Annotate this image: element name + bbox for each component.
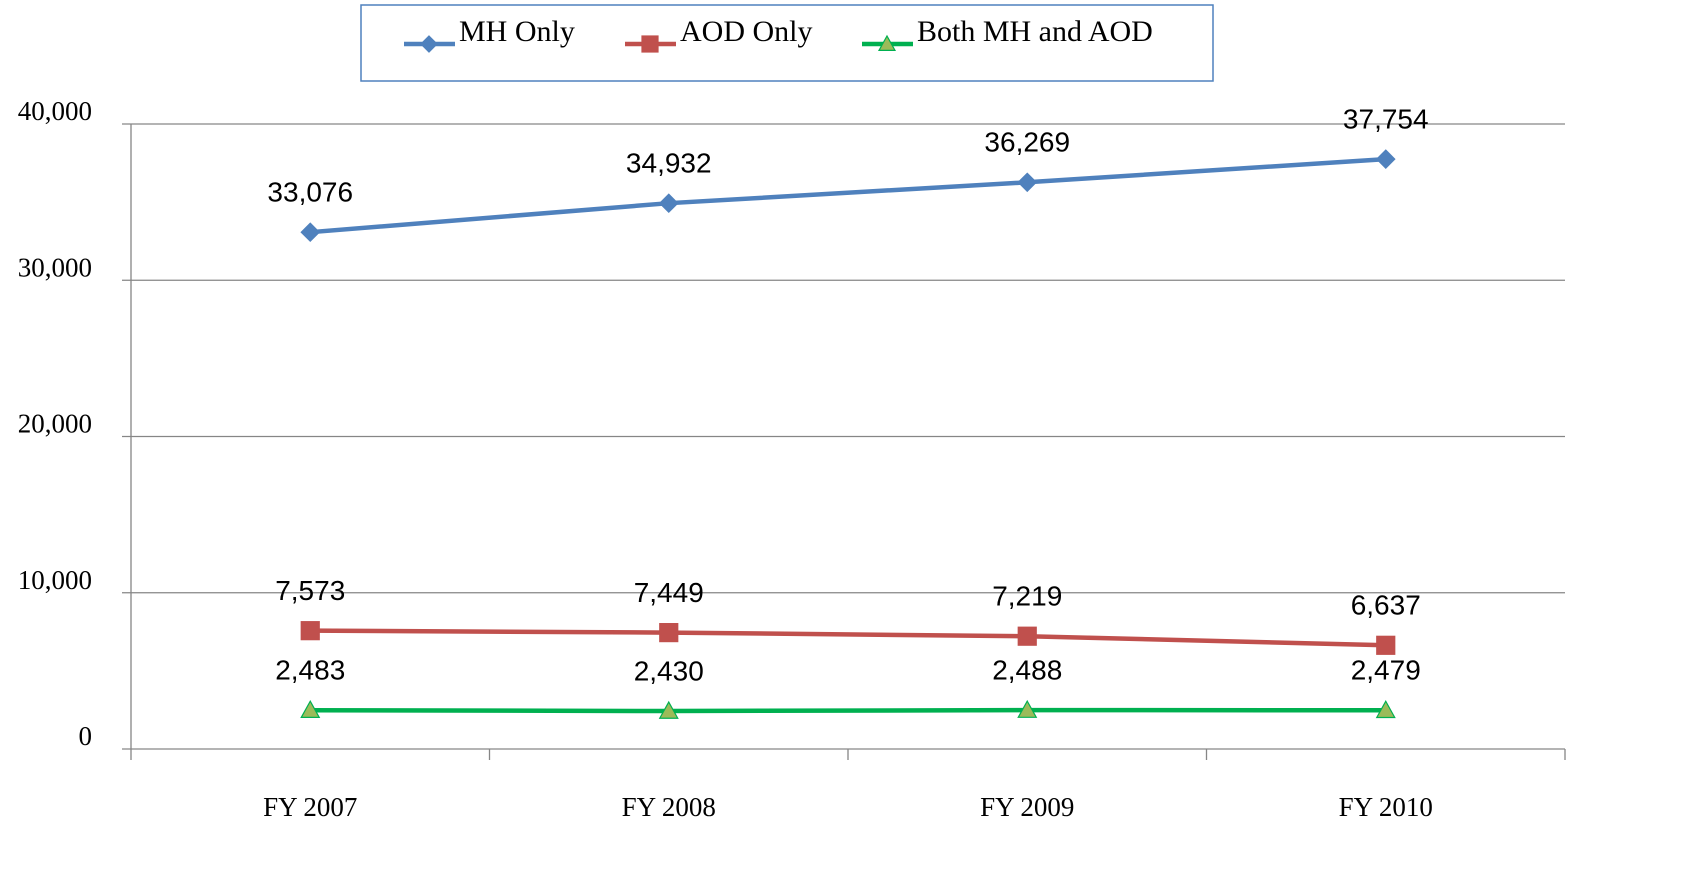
legend-marker <box>420 35 438 53</box>
legend-label: AOD Only <box>680 15 813 48</box>
data-label: 34,932 <box>626 148 712 179</box>
x-tick-label: FY 2007 <box>263 792 357 822</box>
y-tick-label: 30,000 <box>18 252 92 282</box>
data-label: 7,219 <box>992 581 1062 612</box>
point-marker <box>658 193 679 214</box>
x-tick-label: FY 2008 <box>622 792 716 822</box>
data-label: 36,269 <box>984 127 1070 158</box>
point-marker <box>1375 700 1396 719</box>
point-marker <box>1017 172 1038 193</box>
data-label: 2,483 <box>275 655 345 686</box>
x-tick-label: FY 2010 <box>1339 792 1433 822</box>
point-marker <box>1376 635 1396 655</box>
data-label: 37,754 <box>1343 103 1429 134</box>
x-tick-label: FY 2009 <box>980 792 1074 822</box>
legend-label: MH Only <box>459 15 575 48</box>
point-marker <box>300 699 321 719</box>
data-label: 33,076 <box>267 177 353 208</box>
point-marker <box>1017 626 1037 646</box>
point-marker <box>658 700 679 719</box>
data-label: 2,488 <box>992 655 1062 686</box>
legend-box <box>360 4 1214 82</box>
point-marker <box>300 621 320 641</box>
legend-label: Both MH and AOD <box>917 15 1153 48</box>
point-marker <box>300 222 321 243</box>
data-label: 7,573 <box>275 575 345 606</box>
point-marker <box>1375 149 1396 169</box>
y-tick-label: 0 <box>79 721 93 751</box>
legend-marker <box>641 35 659 53</box>
data-label: 2,479 <box>1351 655 1421 686</box>
series-line <box>310 707 1386 714</box>
point-marker <box>659 623 679 643</box>
data-label: 7,449 <box>634 577 704 608</box>
y-tick-label: 10,000 <box>18 565 92 595</box>
y-tick-label: 40,000 <box>18 96 92 126</box>
series-line <box>310 156 1386 235</box>
data-label: 2,430 <box>634 655 704 686</box>
series-line <box>310 628 1386 648</box>
legend-marker <box>877 34 897 51</box>
data-label: 6,637 <box>1351 590 1421 621</box>
y-tick-label: 20,000 <box>18 409 92 439</box>
point-marker <box>1017 699 1038 718</box>
